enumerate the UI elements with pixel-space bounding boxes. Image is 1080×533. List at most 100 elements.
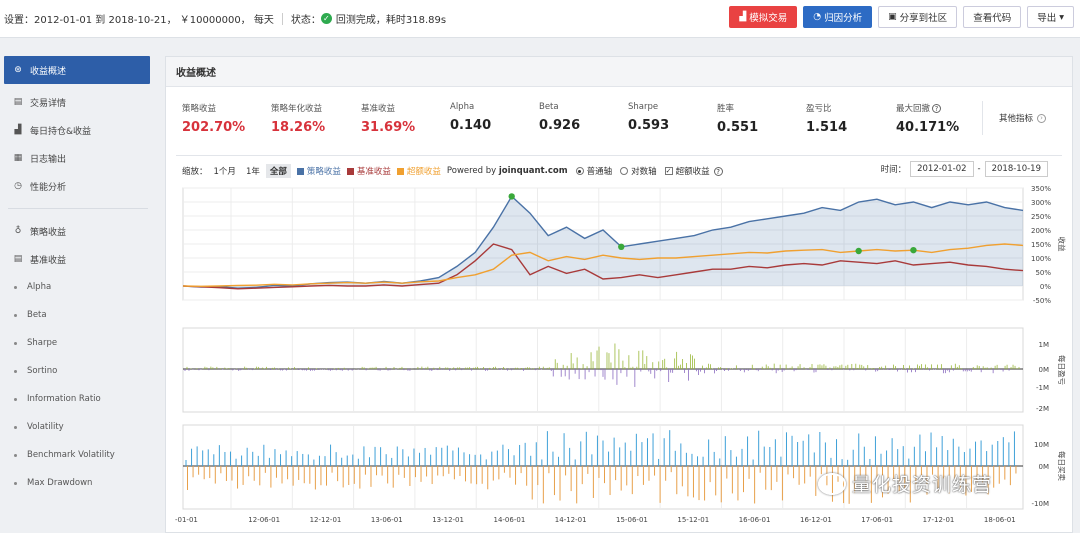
powered-by: Powered by joinquant.com (446, 166, 568, 176)
backtest-settings: 设置：2012-01-01 到 2018-10-21， ￥10000000， 每… (4, 11, 274, 26)
sidebar-sub-sharpe[interactable]: Sharpe (0, 329, 158, 357)
date-separator: - (977, 164, 981, 174)
frequency: 每天 (253, 15, 274, 26)
y-tick-label: 350% (1031, 185, 1051, 193)
sidebar-sub-sortino[interactable]: Sortino (0, 357, 158, 385)
watermark: 量化投资训练营 (818, 470, 992, 497)
sidebar-sub-beta[interactable]: Beta (0, 301, 158, 329)
sidebar-divider (8, 208, 148, 209)
bullet-icon (14, 397, 17, 401)
sidebar: ⊛ 收益概述 ▤ 交易详情 ▟ 每日持仓&收益 ▦ 日志输出 ◷ 性能分析 ♁ 策略收益 ▤… (0, 52, 158, 533)
settings-label: 设置： (4, 15, 34, 26)
y-tick-label: 0M (1039, 366, 1050, 374)
sidebar-item-log-output[interactable]: ▦ 日志输出 (13, 153, 67, 165)
pie-icon: ◔ (813, 12, 822, 22)
database-icon: ▤ (13, 254, 23, 264)
zoom-1-year-button[interactable]: 1年 (245, 167, 260, 177)
help-icon[interactable]: ? (932, 104, 942, 113)
sidebar-sub-alpha[interactable]: Alpha (0, 273, 158, 301)
x-tick-label: 14-12-01 (555, 516, 587, 524)
legend-excess[interactable]: 超额收益 (396, 165, 441, 177)
legend-benchmark[interactable]: 基准收益 (346, 165, 391, 177)
legend-swatch (296, 167, 304, 175)
caret-down-icon: ▾ (1059, 11, 1064, 23)
y-axis-label: 每日盈亏 (1057, 355, 1067, 385)
top-bar: 设置：2012-01-01 到 2018-10-21， ￥10000000， 每… (0, 0, 1080, 38)
metric-annual-return: 策略年化收益 18.26% (271, 104, 326, 135)
main-panel: 收益概述 策略收益 202.70% 策略年化收益 18.26% 基准收益 31.69%… (165, 56, 1073, 533)
x-tick-label: 15-12-01 (677, 516, 709, 524)
sidebar-sub-volatility[interactable]: Volatility (0, 413, 158, 441)
sidebar-sub-information-ratio[interactable]: Information Ratio (0, 385, 158, 413)
x-tick-label: 13-06-01 (371, 516, 403, 524)
x-tick-label: 17-12-01 (923, 516, 955, 524)
export-dropdown-button[interactable]: 导出 ▾ (1027, 6, 1074, 28)
chart-panel (182, 424, 1024, 510)
marker-point (618, 243, 625, 250)
x-tick-label: -01-01 (175, 516, 198, 524)
zoom-label: 缩放： (182, 167, 208, 177)
marker-point (855, 247, 862, 255)
view-code-button[interactable]: 查看代码 (963, 6, 1022, 28)
zoom-all-button[interactable]: 全部 (265, 164, 291, 178)
x-tick-label: 18-06-01 (984, 516, 1016, 524)
y-tick-label: 150% (1031, 241, 1051, 249)
bar-chart-icon: ▟ (14, 125, 22, 135)
excess-return-checkbox[interactable]: ✓ (664, 167, 673, 175)
bullet-icon (14, 313, 17, 317)
divider (176, 155, 1062, 156)
y-tick-label: 100% (1031, 255, 1051, 263)
y-tick-label: 0M (1039, 463, 1050, 471)
log-axis-radio[interactable] (620, 167, 629, 175)
attribution-analysis-button[interactable]: ◔ 归因分析 (803, 6, 873, 28)
divider (281, 12, 283, 25)
y-tick-label: 250% (1031, 213, 1051, 221)
x-tick-label: 12-06-01 (248, 516, 280, 524)
sidebar-item-daily-positions[interactable]: ▟ 每日持仓&收益 (0, 116, 158, 144)
y-tick-label: 200% (1031, 227, 1051, 235)
chart-panel (182, 327, 1024, 413)
sidebar-item-overview[interactable]: ⊛ 收益概述 (4, 56, 150, 84)
metric-strategy-return: 策略收益 202.70% (182, 104, 246, 135)
bullet-icon (14, 369, 17, 373)
log-icon: ▦ (13, 153, 23, 163)
wechat-icon (818, 473, 846, 495)
chart-icon: ▟ (739, 12, 747, 22)
x-tick-label: 15-06-01 (616, 516, 648, 524)
bullet-icon (14, 453, 17, 457)
metric-max-drawdown: 最大回撤? 40.171% (896, 104, 960, 135)
normal-axis-radio[interactable] (575, 167, 584, 175)
metric-alpha: Alpha 0.140 (450, 102, 492, 133)
y-axis-label: 每日买卖 (1057, 451, 1067, 481)
strategy-area (183, 196, 1023, 289)
marker-point (508, 193, 515, 200)
sidebar-sub-max-drawdown[interactable]: Max Drawdown (0, 469, 158, 497)
x-tick-label: 17-06-01 (861, 516, 893, 524)
returns-chart[interactable]: 350% 300% 250% 200% 150% 100% 50% 0% -50% 收益 1M 0M -… (165, 182, 1070, 533)
time-label: 时间： (880, 165, 907, 175)
metrics-row: 策略收益 202.70% 策略年化收益 18.26% 基准收益 31.69% Alph… (166, 87, 1072, 155)
sidebar-item-strategy-returns[interactable]: ♁ 策略收益 (0, 217, 158, 245)
y-tick-label: -50% (1033, 297, 1051, 305)
end-date-input[interactable]: 2018-10-19 (984, 161, 1048, 177)
bullet-icon (14, 285, 17, 289)
bullet-icon (14, 341, 17, 345)
zoom-1-month-button[interactable]: 1个月 (213, 167, 236, 177)
x-tick-label: 13-12-01 (432, 516, 464, 524)
share-to-community-button[interactable]: ▣ 分享到社区 (878, 6, 958, 28)
legend-swatch (346, 167, 354, 175)
sidebar-item-performance[interactable]: ◷ 性能分析 (0, 172, 158, 200)
sidebar-item-trade-details[interactable]: ▤ 交易详情 (13, 97, 67, 109)
start-date-input[interactable]: 2012-01-02 (910, 161, 974, 177)
legend-strategy[interactable]: 策略收益 (296, 165, 341, 177)
simulate-trade-button[interactable]: ▟ 模拟交易 (729, 6, 798, 28)
sidebar-sub-benchmark-volatility[interactable]: Benchmark Volatility (0, 441, 158, 469)
metric-sharpe: Sharpe 0.593 (628, 102, 670, 133)
other-metrics-button[interactable]: 其他指标 › (982, 101, 1062, 135)
sidebar-item-benchmark-returns[interactable]: ▤ 基准收益 (13, 254, 67, 266)
list-icon: ▤ (13, 97, 23, 107)
y-tick-label: -10M (1032, 500, 1049, 508)
help-icon[interactable]: ? (713, 166, 723, 176)
metric-beta: Beta 0.926 (539, 102, 581, 133)
x-tick-label: 16-12-01 (800, 516, 832, 524)
